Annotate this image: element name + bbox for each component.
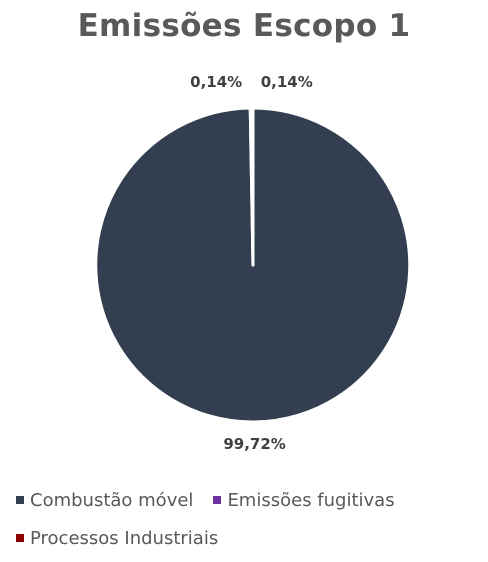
legend-swatch-combustao-movel [16,496,24,504]
data-label-combustao-movel: 99,72% [223,435,285,453]
legend: Combustão móvel Emissões fugitivas Proce… [16,486,481,562]
legend-item-combustao-movel: Combustão móvel [16,490,193,511]
legend-item-emissoes-fugitivas: Emissões fugitivas [213,489,395,511]
legend-row-2: Processos Industriais [16,524,481,552]
legend-label-combustao-movel: Combustão móvel [30,489,194,511]
legend-item-processos-industriais: Processos Industriais [16,528,218,549]
legend-label-emissoes-fugitivas: Emissões fugitivas [227,489,395,511]
legend-row-1: Combustão móvel Emissões fugitivas [16,486,481,514]
legend-swatch-emissoes-fugitivas [213,496,222,504]
legend-label-processos-industriais: Processos Industriais [30,527,219,549]
pie-slice-processos-industriais [250,106,255,267]
chart-title: Emissões Escopo 1 [77,8,411,44]
legend-swatch-processos-industriais [16,534,24,542]
data-label-emissoes-fugitivas: 0,14% [261,73,313,91]
data-label-processos-industriais: 0,14% [190,73,242,91]
pie-chart: 99,72% 0,14% 0,14% [94,73,412,453]
